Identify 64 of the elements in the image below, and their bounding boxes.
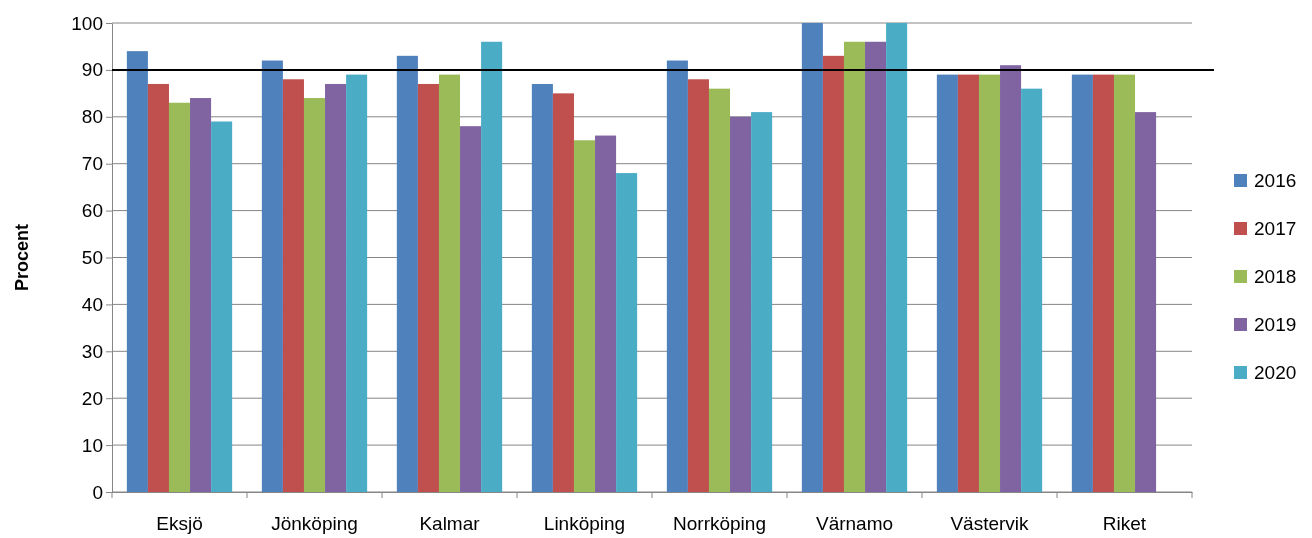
bar: [687, 79, 709, 492]
bar: [303, 98, 326, 492]
legend-label: 2020: [1254, 362, 1297, 383]
y-tick-label: 90: [81, 59, 103, 81]
bar: [438, 74, 461, 492]
bar: [801, 23, 823, 492]
y-tick-label: 10: [81, 434, 103, 456]
x-tick-label: Jönköping: [271, 513, 358, 535]
bar: [843, 41, 866, 492]
y-tick-label: 50: [81, 247, 103, 269]
y-tick-label: 80: [81, 106, 103, 128]
bar: [573, 140, 596, 492]
bar: [978, 74, 1001, 492]
bar: [168, 102, 191, 492]
legend-label: 2016: [1254, 170, 1297, 191]
legend-label: 2017: [1254, 218, 1297, 239]
bar: [531, 83, 553, 492]
bar: [595, 135, 617, 492]
bar: [865, 41, 887, 492]
bar: [126, 51, 148, 492]
y-tick-label: 40: [81, 293, 103, 315]
bar: [730, 116, 752, 492]
bar: [261, 60, 283, 492]
y-tick-label: 100: [71, 12, 103, 34]
bar: [1000, 65, 1022, 492]
y-tick-label: 30: [81, 340, 103, 362]
x-tick-label: Riket: [1102, 513, 1147, 535]
bar: [708, 88, 731, 492]
bar: [325, 83, 347, 492]
x-tick-label: Kalmar: [419, 513, 481, 535]
bar: [417, 83, 439, 492]
x-tick-label: Västervik: [950, 513, 1030, 535]
x-tick-label: Eksjö: [156, 513, 203, 535]
bar: [481, 41, 503, 492]
bar: [552, 93, 574, 492]
legend-label: 2019: [1254, 314, 1297, 335]
bar: [1135, 112, 1157, 492]
bar: [1113, 74, 1136, 492]
bar: [936, 74, 958, 492]
legend-label: 2018: [1254, 266, 1297, 287]
bar: [147, 83, 169, 492]
bar: [1021, 88, 1043, 492]
y-tick-label: 70: [81, 153, 103, 175]
bar: [666, 60, 688, 492]
bar: [1071, 74, 1093, 492]
bar: [886, 23, 908, 492]
bar: [1092, 74, 1114, 492]
x-tick-label: Norrköping: [673, 513, 766, 535]
bar: [190, 98, 212, 492]
bar: [460, 126, 482, 492]
y-tick-label: 0: [92, 481, 103, 503]
bar: [957, 74, 979, 492]
y-tick-label: 20: [81, 387, 103, 409]
bar: [211, 121, 233, 492]
bar: [616, 173, 638, 492]
bar: [282, 79, 304, 492]
y-tick-label: 60: [81, 200, 103, 222]
bar: [396, 55, 418, 492]
bar: [822, 55, 844, 492]
bar: [346, 74, 368, 492]
bar: [751, 112, 773, 492]
x-tick-label: Linköping: [543, 513, 626, 535]
y-axis-title: Procent: [12, 223, 32, 292]
x-tick-label: Värnamo: [815, 513, 894, 535]
